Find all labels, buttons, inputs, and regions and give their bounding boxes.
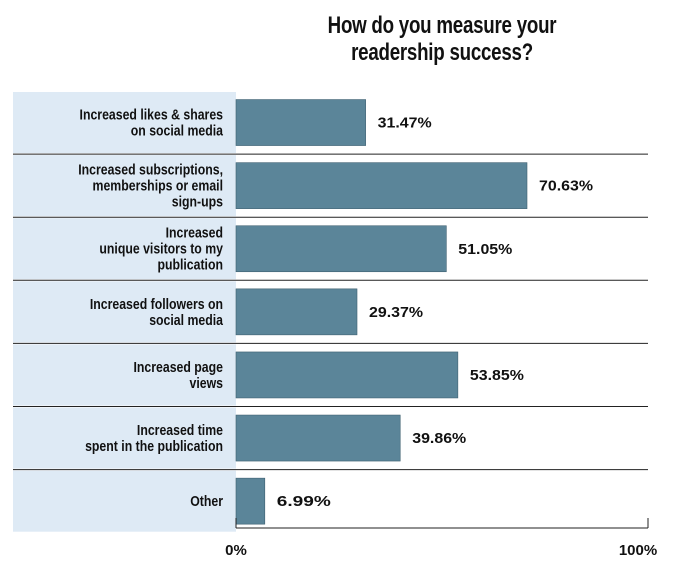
category-label: views bbox=[190, 375, 224, 391]
value-label: 6.99% bbox=[277, 493, 331, 510]
label-band bbox=[13, 281, 236, 343]
bar bbox=[235, 99, 366, 146]
category-label: unique visitors to my bbox=[99, 241, 223, 257]
category-label: Increased subscriptions, bbox=[78, 162, 223, 178]
row-separators bbox=[13, 153, 648, 471]
label-bands bbox=[13, 92, 236, 532]
category-label: Increased followers on bbox=[90, 296, 223, 312]
category-label: social media bbox=[149, 312, 223, 328]
category-label: Increased bbox=[166, 225, 223, 241]
value-label: 70.63% bbox=[539, 178, 593, 195]
category-label: sign-ups bbox=[172, 194, 224, 210]
label-band bbox=[13, 218, 236, 280]
bar bbox=[235, 162, 528, 209]
label-band bbox=[13, 92, 236, 154]
x-tick-label: 0% bbox=[225, 542, 247, 559]
category-label: Other bbox=[190, 493, 223, 509]
category-label: spent in the publication bbox=[85, 438, 223, 454]
chart-title: How do you measure your readership succe… bbox=[327, 12, 557, 66]
label-band bbox=[13, 344, 236, 406]
bar bbox=[235, 414, 401, 462]
category-label: Increased likes & shares bbox=[80, 106, 224, 122]
value-label: 31.47% bbox=[378, 115, 432, 132]
bar bbox=[235, 288, 358, 336]
value-label: 51.05% bbox=[458, 241, 512, 258]
category-label: on social media bbox=[131, 122, 224, 138]
category-label: memberships or email bbox=[93, 178, 223, 194]
bar bbox=[235, 225, 447, 273]
label-band bbox=[13, 407, 236, 469]
value-label: 29.37% bbox=[369, 304, 423, 321]
bars bbox=[235, 99, 528, 525]
bar bbox=[235, 351, 459, 399]
value-label: 39.86% bbox=[412, 430, 466, 447]
category-label: Increased page bbox=[134, 359, 224, 375]
category-label: Increased time bbox=[137, 422, 223, 438]
bar bbox=[235, 477, 266, 525]
value-label: 53.85% bbox=[470, 367, 524, 384]
x-ticks: 0% 100% bbox=[225, 518, 657, 559]
x-tick-label: 100% bbox=[619, 542, 657, 559]
value-labels: 31.47% 70.63% 51.05% 29.37% 53.85% 39.86% 6.99… bbox=[277, 115, 593, 511]
category-label: publication bbox=[157, 257, 223, 273]
label-band bbox=[13, 155, 236, 217]
label-band bbox=[13, 470, 236, 532]
